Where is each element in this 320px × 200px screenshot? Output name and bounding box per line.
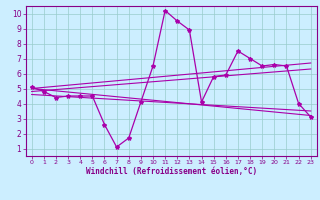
X-axis label: Windchill (Refroidissement éolien,°C): Windchill (Refroidissement éolien,°C) xyxy=(86,167,257,176)
